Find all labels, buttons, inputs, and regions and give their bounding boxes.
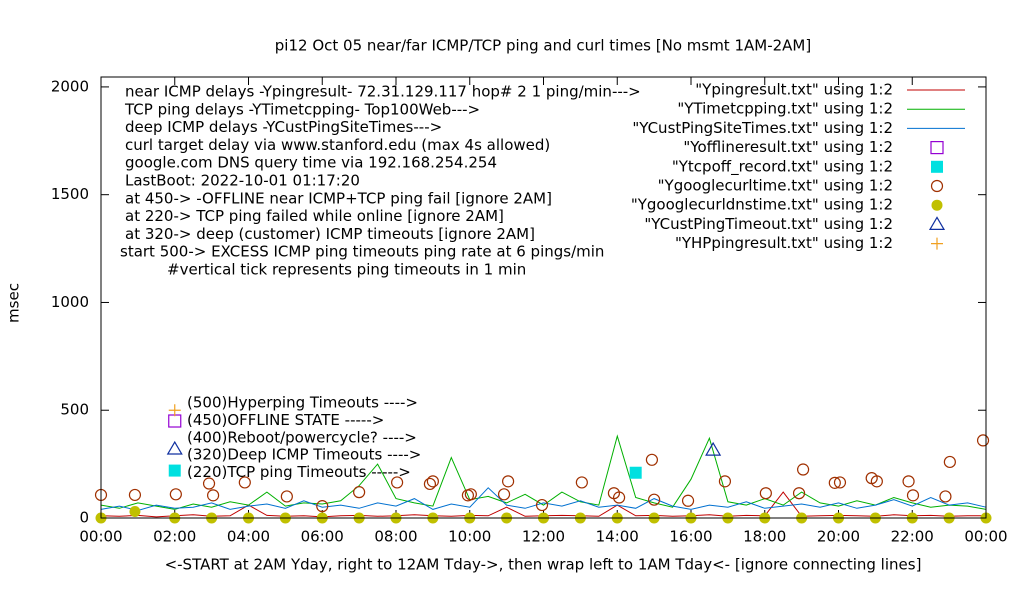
point [906,489,920,502]
annotation: google.com DNS query time via 192.168.25… [125,154,497,172]
legend-label: "YHPpingresult.txt" using 1:2 [675,234,893,252]
x-tick-label: 20:00 [817,528,860,546]
annotation: LastBoot: 2022-10-01 01:17:20 [125,172,360,190]
annotation: near ICMP delays -Ypingresult- 72.31.129… [125,83,641,101]
point [705,441,722,456]
x-tick-label: 18:00 [743,528,786,546]
point [535,498,549,512]
legend-swatch [931,160,943,173]
point [464,488,477,501]
point [648,493,661,506]
point [939,490,952,503]
x-tick-label: 00:00 [964,528,1007,546]
legend-label: "YCustPingTimeout.txt" using 1:2 [644,215,893,233]
legend-label: "Yofflineresult.txt" using 1:2 [683,138,893,156]
point [870,475,883,488]
x-tick-label: 04:00 [227,528,270,546]
y-tick-label: 500 [60,401,89,419]
legend-swatch [930,141,944,155]
point [828,476,841,489]
point [502,475,515,488]
y-tick-label: 1500 [51,185,89,203]
point [169,488,182,501]
point [976,434,990,447]
point [391,476,404,489]
plot-frame [100,76,987,519]
legend-label: "YCustPingSiteTimes.txt" using 1:2 [632,119,893,137]
point [792,487,806,500]
annotation: at 450-> -OFFLINE near ICMP+TCP ping fai… [125,189,552,207]
point [168,464,181,477]
key-note: (400)Reboot/powercycle? ----> [187,428,417,446]
y-tick-label: 0 [79,509,89,527]
annotation: TCP ping delays -YTimetcpping- Top100Web… [124,100,480,118]
x-tick-label: 22:00 [891,528,934,546]
legend-swatch [930,179,944,193]
series-line [100,434,987,510]
legend-label: "Ytcpoff_record.txt" using 1:2 [672,157,893,176]
x-axis-label: <-START at 2AM Yday, right to 12AM Tday-… [165,556,922,574]
x-tick-label: 00:00 [79,528,122,546]
point [833,476,847,489]
x-tick-label: 08:00 [374,528,417,546]
point [497,488,511,501]
legend-swatch [931,199,943,211]
point [168,404,181,417]
chart-title: pi12 Oct 05 near/far ICMP/TCP ping and c… [275,37,811,55]
legend-label: "Ygooglecurltime.txt" using 1:2 [658,177,893,195]
point [207,489,220,502]
point [316,500,329,513]
point [426,475,439,488]
annotation: at 220-> TCP ping failed while online [i… [125,207,504,225]
legend-swatch [931,237,943,250]
legend-label: "YTimetcpping.txt" using 1:2 [677,100,893,118]
point [629,466,642,479]
point [575,476,588,489]
key-note: (220)TCP ping Timeouts -----> [187,463,411,481]
point [645,453,659,466]
point [202,477,216,490]
x-tick-label: 12:00 [522,528,565,546]
point [943,455,956,469]
point [681,494,695,507]
x-tick-label: 02:00 [153,528,196,546]
legend-swatch [928,216,946,230]
point [129,506,141,518]
key-note: (320)Deep ICMP Timeouts ----> [187,446,421,464]
x-tick-label: 06:00 [301,528,344,546]
y-axis-label: msec [5,283,23,323]
point [902,475,915,488]
point [280,490,293,503]
annotation: at 320-> deep (customer) ICMP timeouts [… [125,225,535,243]
point [353,486,366,499]
point [128,488,142,502]
legend-label: "Ygooglecurldnstime.txt" using 1:2 [631,196,893,214]
x-tick-label: 16:00 [669,528,712,546]
legend-label: "Ypingresult.txt" using 1:2 [695,81,893,99]
point [759,487,772,500]
annotation: deep ICMP delays -YCustPingSiteTimes---> [125,118,442,136]
x-tick-label: 10:00 [448,528,491,546]
annotation: start 500-> EXCESS ICMP ping timeouts pi… [120,243,604,261]
point [423,477,437,491]
annotation: curl target delay via www.stanford.edu (… [125,136,550,154]
point [238,476,251,489]
point [796,463,810,476]
series-line [100,487,987,512]
y-tick-label: 2000 [51,77,89,95]
annotation: #vertical tick represents ping timeouts … [167,261,526,279]
key-note: (500)Hyperping Timeouts ----> [187,394,418,412]
point [612,491,626,504]
key-note: (450)OFFLINE STATE -----> [187,411,384,429]
point [718,475,732,488]
y-tick-label: 1000 [51,293,89,311]
x-tick-label: 14:00 [596,528,639,546]
point [166,440,183,455]
